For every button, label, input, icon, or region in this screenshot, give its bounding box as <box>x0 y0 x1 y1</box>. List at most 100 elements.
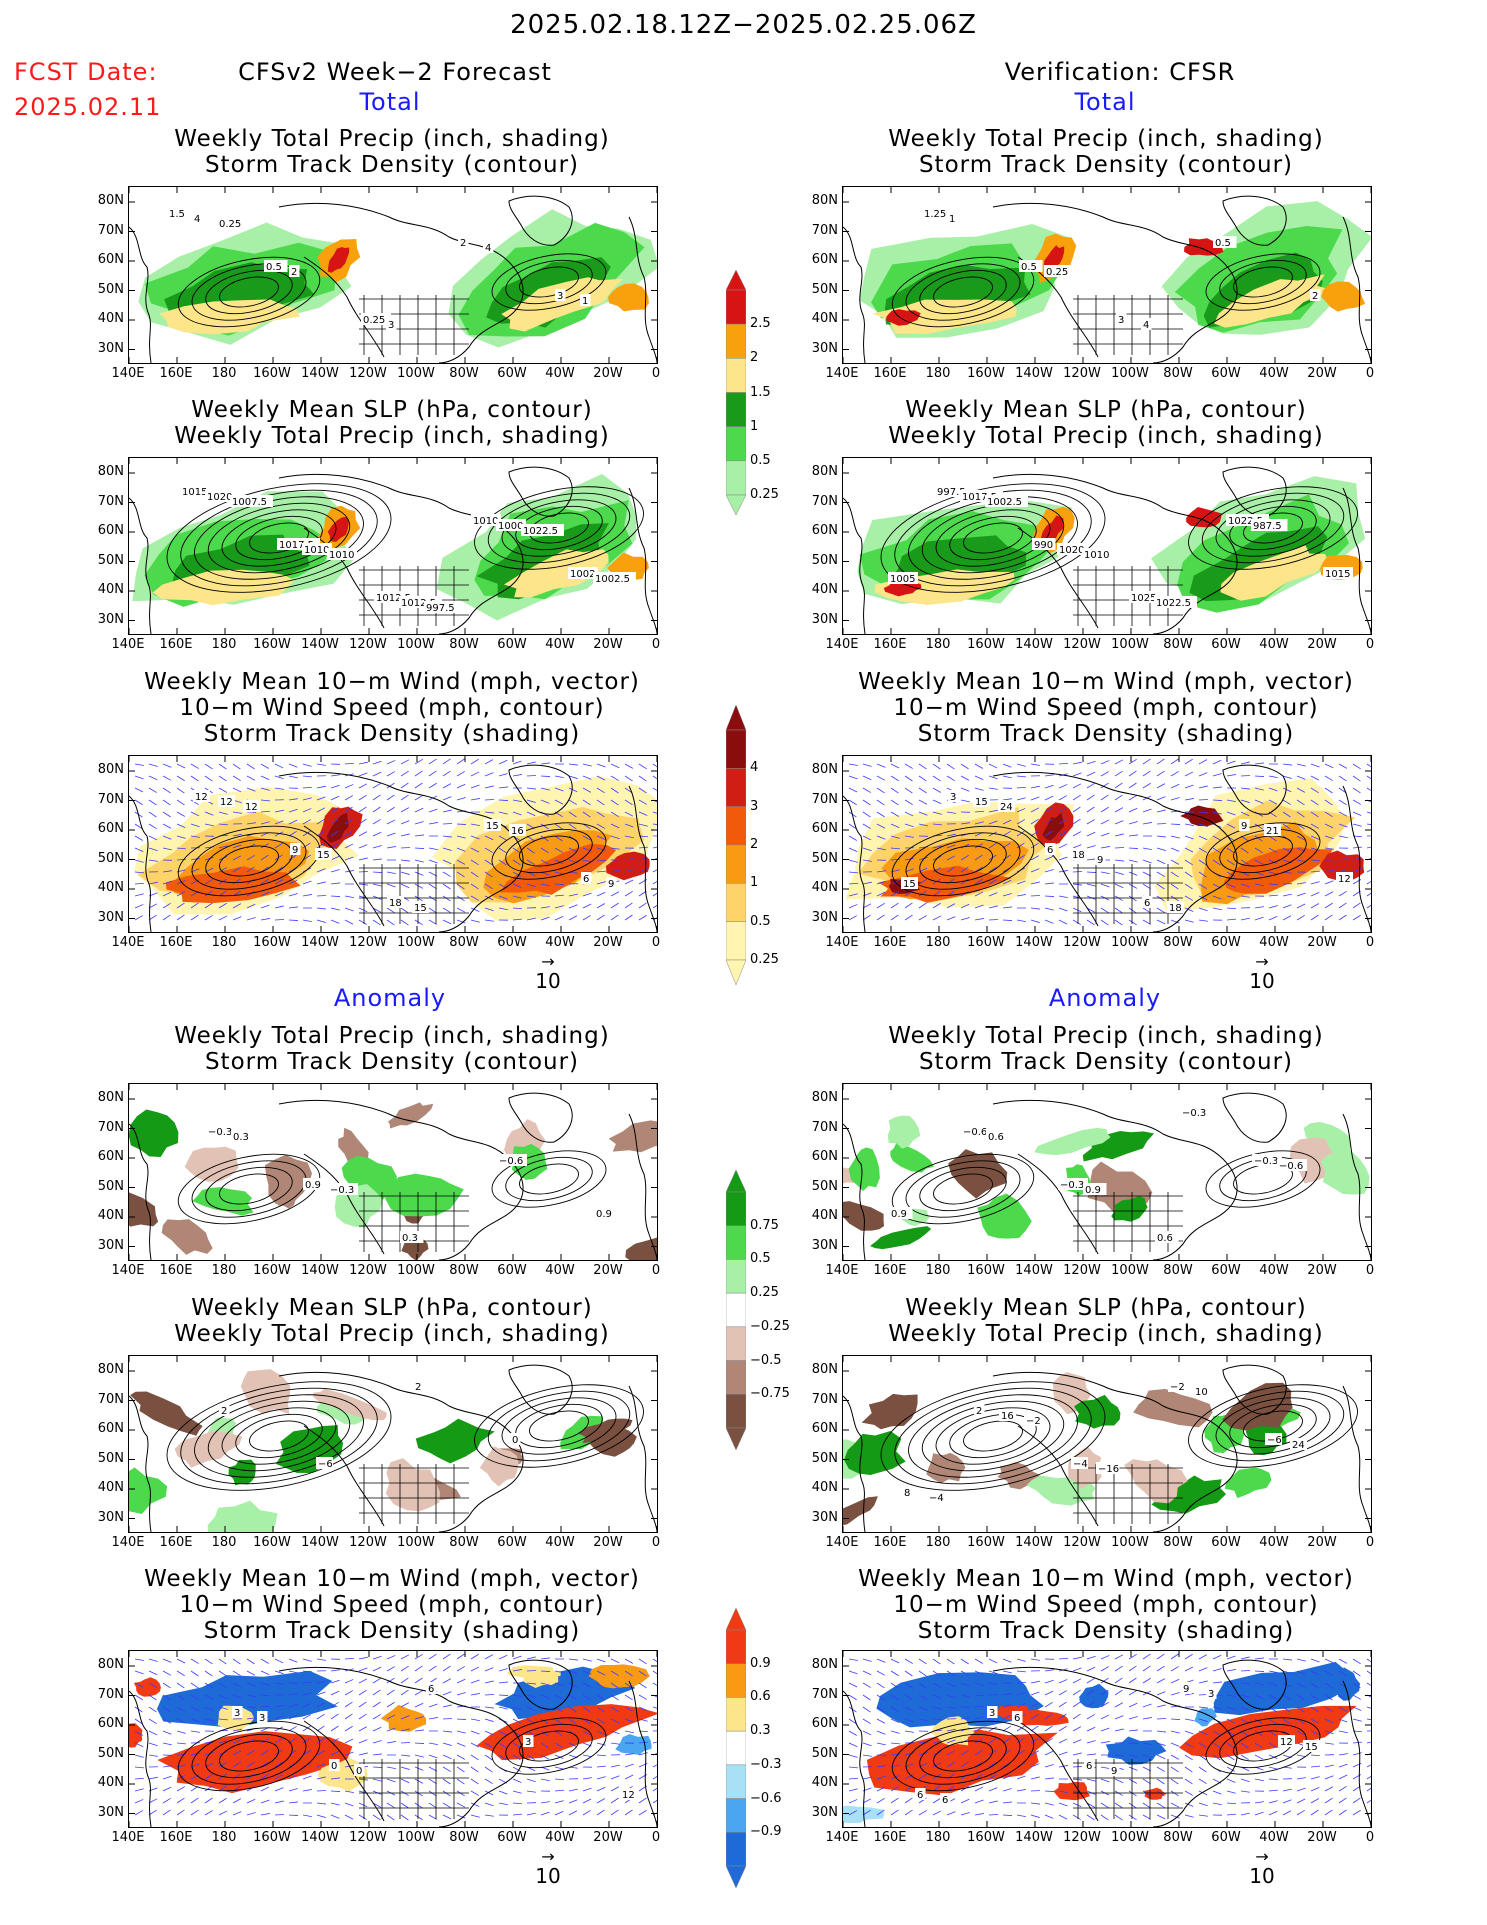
precip-total-colorbar-swatches <box>725 269 747 516</box>
lon-tick-label: 140W <box>301 366 339 381</box>
vector-reference-value: 10 <box>1249 1864 1275 1888</box>
contour-label: 1015 <box>1325 569 1350 580</box>
lat-tick-label: 60N <box>811 523 838 538</box>
fcst-date-value: 2025.02.11 <box>14 93 162 121</box>
contour-label: 0.9 <box>891 1209 907 1220</box>
verification-precip_storm-map-panel: 1.25 0.5 3 0.5 2 1 0.25 4 <box>842 186 1372 364</box>
lon-tick-label: 160E <box>159 1830 193 1845</box>
contour-label: 0.3 <box>233 1132 249 1143</box>
verification-precip_storm-title-line-2: Storm Track Density (contour) <box>918 1049 1294 1075</box>
lon-tick-label: 40W <box>1259 935 1289 950</box>
lon-tick-label: 160E <box>873 1535 907 1550</box>
lat-tick-label: 50N <box>97 1745 124 1761</box>
lon-tick-label: 20W <box>593 935 623 950</box>
lon-tick-label: 160W <box>967 1535 1005 1550</box>
lon-tick-label: 40W <box>1259 366 1289 381</box>
contour-label: 1020 <box>1059 545 1084 556</box>
lon-tick-label: 160W <box>253 1535 291 1550</box>
contour-label: 6 <box>583 874 589 885</box>
lon-tick-label: 120W <box>349 1263 387 1278</box>
lat-tick-label: 40N <box>97 311 124 326</box>
contour-label: 0.9 <box>1085 1185 1101 1196</box>
forecast-precip_storm-map-panel: 1.5 0.5 0.25 2 3 4 2 3 4 1 0.25 <box>128 186 658 364</box>
precip-total-colorbar <box>725 269 806 516</box>
contour-label: 3 <box>388 320 394 331</box>
lat-tick-label: 80N <box>811 193 838 208</box>
verification-wind-map-graphic: 3 6 9 12 6 6 9 3 15 6 <box>843 1651 1371 1827</box>
lon-tick-label: 140W <box>301 935 339 950</box>
storm-anomaly-colorbar-swatches <box>725 1607 747 1889</box>
lon-tick-label: 140W <box>1015 1535 1053 1550</box>
storm-total-colorbar-label: 4 <box>750 760 759 776</box>
lat-tick-label: 40N <box>97 582 124 597</box>
verification-wind-title-line-2: 10−m Wind Speed (mph, contour) <box>893 695 1319 721</box>
contour-label: 24 <box>1292 1440 1305 1451</box>
contour-label: 12 <box>622 1790 635 1801</box>
lon-tick-label: 0 <box>1365 366 1375 381</box>
contour-label: 0.25 <box>1046 267 1068 278</box>
lon-tick-label: 140E <box>825 935 859 950</box>
lat-tick-label: 40N <box>811 1208 838 1223</box>
contour-label: 0 <box>356 1766 362 1777</box>
contour-label: 2 <box>415 1382 421 1393</box>
lon-tick-label: 80W <box>449 637 479 652</box>
lon-tick-label: 160W <box>967 366 1005 381</box>
contour-label: −16 <box>1098 1464 1119 1475</box>
lon-tick-label: 80W <box>1163 366 1193 381</box>
lat-tick-label: 70N <box>811 1686 838 1702</box>
contour-label: 12 <box>195 792 208 803</box>
lat-tick-label: 60N <box>811 1716 838 1731</box>
contour-label: 15 <box>414 903 427 914</box>
precip-anomaly-colorbar-label: 0.25 <box>750 1285 779 1301</box>
lat-tick-label: 60N <box>97 523 124 538</box>
lon-tick-label: 120W <box>1063 1830 1101 1845</box>
forecast-slp_precip-title-line-2: Weekly Total Precip (inch, shading) <box>174 423 610 449</box>
forecast-slp_precip-title-line-2: Weekly Total Precip (inch, shading) <box>174 1321 610 1347</box>
fcst-date-label: FCST Date: <box>14 58 158 86</box>
lon-tick-label: 100W <box>397 637 435 652</box>
lon-tick-label: 20W <box>593 366 623 381</box>
forecast-precip_storm-map-graphic: −0.30.90.3−0.60.90.3−0.3 <box>129 1084 657 1260</box>
vector-arrow-icon: → <box>541 1847 555 1866</box>
verification-vector-reference: → 10 <box>1232 1849 1292 1889</box>
lon-tick-label: 160E <box>159 1535 193 1550</box>
contour-label: 4 <box>485 243 491 254</box>
lon-tick-label: 0 <box>651 1535 661 1550</box>
lat-tick-label: 40N <box>97 1208 124 1223</box>
contour-label: 3 <box>950 792 956 803</box>
verification-slp_precip-title-line-2: Weekly Total Precip (inch, shading) <box>888 1321 1324 1347</box>
contour-label: 12 <box>1338 874 1351 885</box>
lon-tick-label: 80W <box>449 1263 479 1278</box>
lon-tick-label: 20W <box>1307 935 1337 950</box>
lat-tick-label: 70N <box>811 791 838 807</box>
forecast-precip_storm-map-graphic: 1.5 0.5 0.25 2 3 4 2 3 4 1 0.25 <box>129 187 657 363</box>
contour-label: 6 <box>428 1684 434 1695</box>
contour-label: 9 <box>608 879 614 890</box>
contour-label: 1.25 <box>924 209 946 220</box>
lon-tick-label: 120W <box>1063 637 1101 652</box>
contour-label: −0.3 <box>1254 1156 1278 1167</box>
contour-label: 3 <box>989 1708 995 1719</box>
lon-tick-label: 100W <box>1111 1830 1149 1845</box>
contour-label: 1002 <box>570 569 595 580</box>
lon-tick-label: 120W <box>349 366 387 381</box>
contour-label: 6 <box>917 1790 923 1801</box>
lon-tick-label: 20W <box>593 637 623 652</box>
lat-tick-label: 70N <box>811 1119 838 1135</box>
verification-slp_precip-title-line-1: Weekly Mean SLP (hPa, contour) <box>905 397 1307 423</box>
lat-tick-label: 40N <box>811 1480 838 1495</box>
contour-label: 1007.5 <box>232 497 267 508</box>
lon-tick-label: 180 <box>211 366 237 381</box>
verification-vector-reference: → 10 <box>1232 954 1292 994</box>
lon-tick-label: 20W <box>1307 366 1337 381</box>
lat-tick-label: 70N <box>811 493 838 509</box>
contour-label: −2 <box>1026 1416 1041 1427</box>
lat-tick-label: 60N <box>811 821 838 836</box>
lat-tick-label: 30N <box>811 1237 838 1253</box>
lon-tick-label: 160E <box>159 366 193 381</box>
lat-tick-label: 60N <box>97 1149 124 1164</box>
lon-tick-label: 120W <box>1063 935 1101 950</box>
contour-label: 10 <box>1195 1387 1208 1398</box>
forecast-vector-reference: → 10 <box>518 954 578 994</box>
contour-label: 1010 <box>304 545 329 556</box>
